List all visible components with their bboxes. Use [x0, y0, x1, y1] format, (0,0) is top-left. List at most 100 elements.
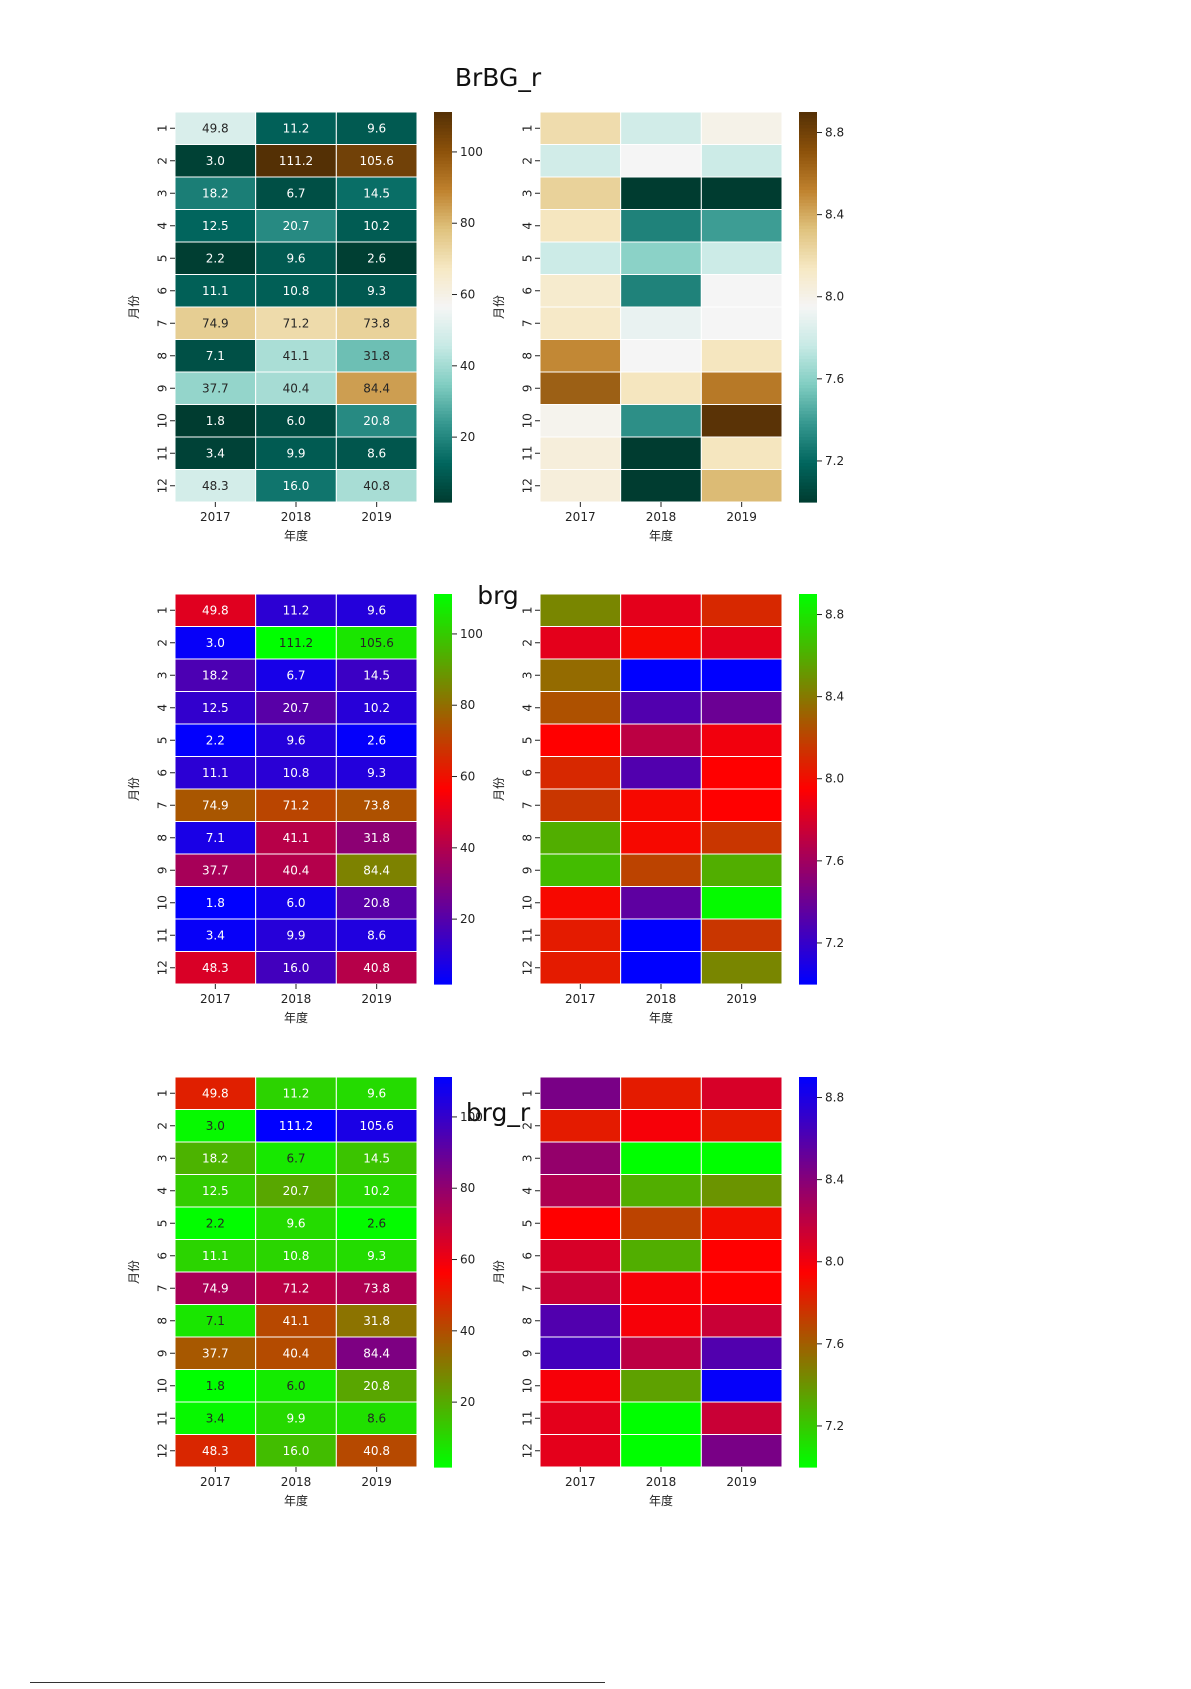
colorbar-segment: [799, 492, 817, 497]
heatmap-cell: [620, 404, 702, 438]
y-tick-label: 8: [521, 834, 535, 842]
colorbar-segment: [799, 756, 817, 761]
colorbar-segment: [434, 310, 452, 315]
colorbar-segment: [434, 154, 452, 159]
colorbar-segment: [799, 1236, 817, 1241]
colorbar-segment: [799, 1408, 817, 1413]
colorbar-tick-label: 8.8: [825, 608, 844, 622]
colorbar-segment: [434, 733, 452, 738]
colorbar-segment: [799, 626, 817, 631]
y-tick-label: 1: [156, 1089, 170, 1097]
colorbar-segment: [799, 437, 817, 441]
colorbar-segment: [434, 1415, 452, 1419]
colorbar-segment: [434, 1181, 452, 1185]
colorbar-segment: [434, 623, 452, 628]
colorbar-segment: [434, 1307, 452, 1312]
colorbar-segment: [799, 424, 817, 428]
colorbar-segment: [434, 860, 452, 865]
cell-value-label: 3.0: [206, 1119, 225, 1133]
y-tick-label: 4: [521, 1187, 535, 1195]
colorbar-segment: [799, 1106, 817, 1111]
colorbar-segment: [799, 941, 817, 946]
colorbar-segment: [799, 659, 817, 663]
colorbar-segment: [434, 1171, 452, 1176]
colorbar-segment: [434, 1164, 452, 1169]
colorbar-segment: [799, 678, 817, 683]
colorbar-segment: [434, 1103, 452, 1107]
heatmap-cell: [700, 469, 783, 503]
colorbar-segment: [799, 407, 817, 412]
colorbar-segment: [434, 1431, 452, 1436]
colorbar-segment: [799, 668, 817, 673]
colorbar-segment: [434, 740, 452, 745]
colorbar-segment: [799, 362, 817, 367]
y-tick-label: 8: [156, 1317, 170, 1325]
colorbar-segment: [799, 1431, 817, 1436]
colorbar-segment: [434, 489, 452, 493]
y-tick-label: 10: [521, 895, 535, 910]
colorbar-segment: [799, 336, 817, 341]
colorbar-segment: [434, 828, 452, 832]
colorbar-segment: [434, 971, 452, 975]
y-tick-label: 7: [521, 801, 535, 809]
cell-value-label: 10.8: [283, 1249, 310, 1263]
colorbar-segment: [434, 1298, 452, 1302]
colorbar-segment: [799, 792, 817, 797]
y-tick-label: 2: [156, 157, 170, 165]
x-tick-label: 2019: [361, 510, 392, 524]
colorbar-segment: [799, 268, 817, 272]
colorbar-segment: [799, 613, 817, 618]
y-tick-label: 12: [521, 478, 535, 493]
colorbar-segment: [434, 1168, 452, 1172]
y-tick-label: 12: [521, 1443, 535, 1458]
x-axis-label: 年度: [284, 1010, 308, 1025]
colorbar-segment: [799, 365, 817, 370]
cell-value-label: 9.6: [367, 603, 386, 617]
colorbar-segment: [799, 255, 817, 259]
colorbar-segment: [434, 818, 452, 823]
colorbar-segment: [799, 1096, 817, 1101]
colorbar-segment: [434, 411, 452, 415]
heatmap-cell: [620, 111, 702, 145]
colorbar-segment: [799, 1330, 817, 1335]
y-tick-label: 2: [521, 1122, 535, 1130]
colorbar-segment: [434, 160, 452, 165]
colorbar-segment: [434, 1135, 452, 1140]
colorbar-segment: [799, 1119, 817, 1124]
cell-value-label: 71.2: [283, 316, 310, 330]
heatmap-cell: [539, 756, 622, 790]
colorbar-segment: [434, 704, 452, 709]
heatmap-cell: [620, 918, 702, 952]
colorbar-segment: [434, 724, 452, 728]
colorbar-segment: [799, 935, 817, 940]
y-tick-label: 4: [156, 222, 170, 230]
colorbar-segment: [799, 720, 817, 725]
colorbar-segment: [799, 1168, 817, 1172]
colorbar-segment: [434, 681, 452, 686]
colorbar-segment: [799, 1223, 817, 1228]
cell-value-label: 111.2: [279, 636, 313, 650]
colorbar-segment: [799, 925, 817, 930]
colorbar-segment: [799, 1142, 817, 1146]
cell-value-label: 6.0: [286, 1379, 305, 1393]
heatmap-cell: [620, 1336, 702, 1370]
cell-value-label: 8.6: [367, 446, 386, 460]
colorbar-segment: [799, 157, 817, 162]
colorbar-segment: [799, 1369, 817, 1374]
colorbar-segment: [434, 795, 452, 800]
colorbar-segment: [434, 125, 452, 129]
colorbar-segment: [434, 597, 452, 602]
colorbar-segment: [799, 707, 817, 712]
heatmap-cell: [539, 1141, 622, 1175]
heatmap-cell: [700, 1336, 783, 1370]
colorbar-segment: [434, 209, 452, 214]
colorbar-segment: [434, 961, 452, 966]
cell-value-label: 6.0: [286, 414, 305, 428]
colorbar-segment: [799, 824, 817, 829]
colorbar-segment: [434, 472, 452, 477]
colorbar-segment: [799, 1246, 817, 1250]
colorbar-segment: [799, 711, 817, 715]
y-tick-label: 1: [521, 606, 535, 614]
cell-value-label: 18.2: [202, 1151, 229, 1165]
colorbar-segment: [434, 776, 452, 780]
